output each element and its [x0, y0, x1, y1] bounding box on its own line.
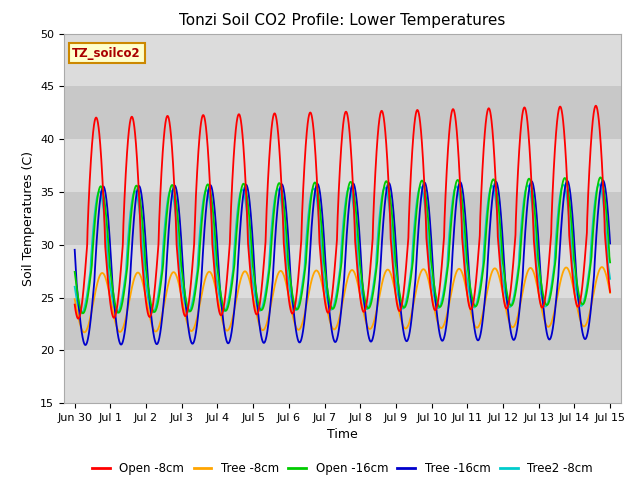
Open -16cm [132, 183, 140, 189]
Title: Tonzi Soil CO2 Profile: Lower Temperatures: Tonzi Soil CO2 Profile: Lower Temperatur… [179, 13, 506, 28]
Tree2 -8cm [538, 296, 546, 302]
Tree -16cm [599, 178, 607, 183]
Line: Tree -16cm: Tree -16cm [75, 180, 610, 345]
Tree -16cm [81, 342, 89, 348]
Bar [64, 34, 621, 86]
Open -8cm [596, 130, 604, 135]
Line: Open -8cm: Open -8cm [75, 106, 610, 319]
Tree -16cm [71, 247, 79, 252]
Tree -8cm [276, 268, 284, 274]
Bar [64, 298, 621, 350]
Tree2 -8cm [606, 276, 614, 282]
Tree2 -8cm [132, 189, 140, 195]
Text: TZ_soilco2: TZ_soilco2 [72, 47, 141, 60]
Tree -16cm [606, 240, 614, 246]
Open -16cm [164, 203, 172, 208]
Open -8cm [538, 305, 546, 311]
Tree -16cm [538, 291, 546, 297]
Open -16cm [596, 175, 604, 180]
Bar [64, 350, 621, 403]
Tree -8cm [606, 290, 614, 296]
Open -16cm [71, 269, 79, 275]
Tree -16cm [300, 326, 307, 332]
Open -8cm [300, 182, 307, 188]
Open -16cm [79, 311, 87, 316]
Open -8cm [164, 113, 172, 119]
Line: Tree -8cm: Tree -8cm [75, 267, 610, 332]
Tree2 -8cm [276, 192, 284, 198]
Tree -8cm [81, 329, 88, 335]
Line: Open -16cm: Open -16cm [75, 178, 610, 313]
Open -16cm [300, 280, 307, 286]
Tree2 -8cm [300, 274, 307, 279]
Open -16cm [538, 286, 546, 292]
Tree -16cm [596, 192, 604, 197]
Y-axis label: Soil Temperatures (C): Soil Temperatures (C) [22, 151, 35, 286]
Tree2 -8cm [596, 182, 604, 188]
Tree -8cm [132, 271, 140, 277]
Tree -8cm [71, 296, 79, 302]
Tree2 -8cm [77, 311, 85, 316]
Tree -8cm [596, 266, 604, 272]
Tree -16cm [276, 185, 284, 191]
Open -16cm [276, 181, 284, 187]
Open -8cm [132, 141, 140, 146]
Tree2 -8cm [164, 197, 172, 203]
Tree -8cm [164, 284, 172, 289]
Tree -8cm [598, 264, 605, 270]
Open -8cm [74, 316, 82, 322]
Tree -16cm [132, 195, 140, 201]
Open -16cm [606, 260, 614, 265]
Tree -16cm [164, 242, 172, 248]
Line: Tree2 -8cm: Tree2 -8cm [75, 184, 610, 313]
Tree2 -8cm [595, 181, 603, 187]
Tree -8cm [538, 308, 546, 313]
Open -8cm [276, 159, 284, 165]
Bar [64, 245, 621, 298]
Tree2 -8cm [71, 284, 79, 289]
Open -8cm [606, 289, 614, 295]
Bar [64, 86, 621, 139]
Tree -8cm [300, 316, 307, 322]
Bar [64, 139, 621, 192]
Open -8cm [592, 103, 600, 108]
Open -8cm [71, 302, 79, 308]
Legend: Open -8cm, Tree -8cm, Open -16cm, Tree -16cm, Tree2 -8cm: Open -8cm, Tree -8cm, Open -16cm, Tree -… [88, 457, 597, 480]
Bar [64, 192, 621, 245]
Open -16cm [596, 175, 604, 181]
X-axis label: Time: Time [327, 429, 358, 442]
